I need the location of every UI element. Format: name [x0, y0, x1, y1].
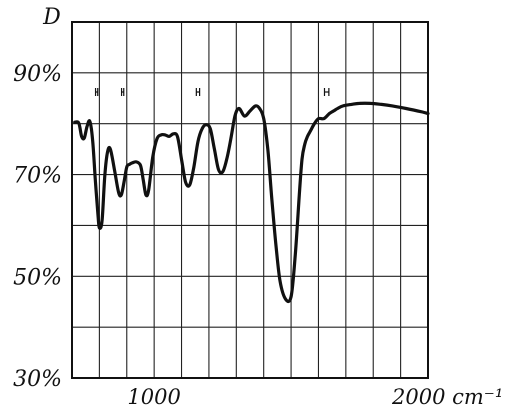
y-tick-label: 30%: [13, 367, 62, 392]
plot-frame: [71, 21, 429, 379]
grid-lines: [72, 22, 428, 378]
resolution-marker: [323, 88, 330, 96]
spectrum-line: [73, 101, 430, 304]
x-tick-label: 1000: [127, 385, 180, 409]
y-axis-label: D: [42, 5, 61, 30]
x-tick-labels: 1000 2000 cm⁻¹: [127, 385, 503, 409]
resolution-marker: [195, 88, 201, 96]
resolution-marker: [94, 88, 99, 96]
y-tick-label: 50%: [13, 265, 62, 290]
y-tick-label: 90%: [13, 62, 62, 87]
resolution-marker: [120, 88, 125, 96]
y-tick-labels: 90% 70% 50% 30%: [13, 62, 62, 392]
x-tick-label: 2000 cm⁻¹: [391, 385, 503, 409]
y-tick-label: 70%: [13, 164, 62, 189]
resolution-markers: [94, 88, 330, 96]
